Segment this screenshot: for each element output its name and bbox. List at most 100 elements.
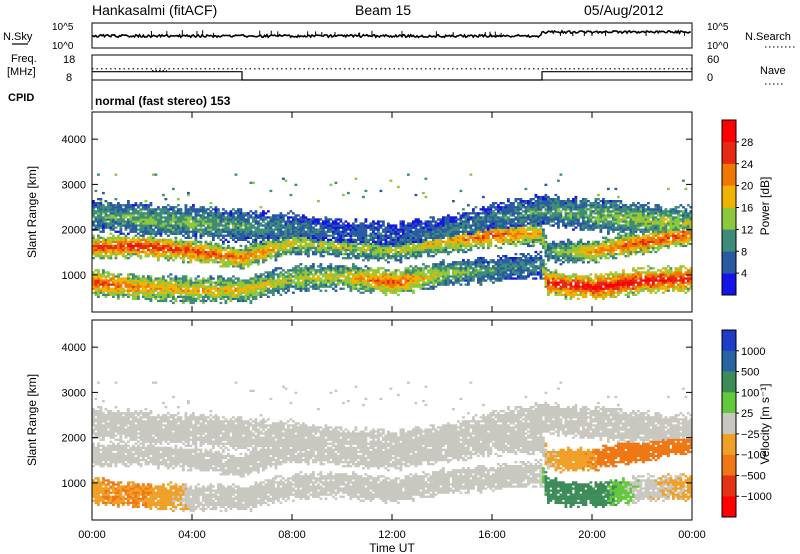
power-cell — [322, 240, 325, 243]
power-cell — [132, 279, 135, 282]
power-cell — [237, 279, 240, 282]
power-cell — [297, 250, 300, 254]
power-cell — [227, 261, 230, 264]
power-cell — [162, 242, 165, 246]
power-cell — [227, 222, 230, 225]
power-cell — [254, 228, 258, 231]
power-cell — [409, 238, 413, 241]
power-cell — [162, 240, 165, 243]
power-cell — [309, 269, 313, 272]
power-cell — [384, 279, 388, 282]
power-cell — [492, 267, 495, 270]
power-cell — [439, 269, 443, 272]
power-cell — [434, 224, 438, 227]
power-cell — [314, 273, 318, 276]
power-cell — [192, 299, 195, 303]
power-cell — [187, 240, 190, 243]
power-cell — [267, 283, 270, 286]
power-cell — [332, 232, 335, 235]
power-cell — [379, 248, 383, 252]
power-cell — [384, 250, 388, 254]
power-cell — [147, 293, 150, 296]
power-cell — [217, 230, 220, 233]
power-cell — [434, 240, 438, 243]
power-cell — [152, 255, 155, 258]
power-cell — [267, 232, 270, 235]
power-cell — [447, 222, 450, 225]
power-cell — [189, 212, 193, 215]
power-cell — [237, 228, 240, 231]
power-cell — [202, 291, 205, 294]
power-cell — [217, 234, 220, 237]
power-cell — [157, 279, 160, 282]
power-cell — [412, 246, 415, 250]
power-cell — [252, 232, 255, 235]
power-cell — [279, 279, 283, 282]
power-cell — [169, 222, 173, 225]
power-cell — [334, 226, 338, 229]
power-cell — [394, 289, 398, 292]
power-cell — [459, 242, 463, 246]
power-cell — [164, 206, 168, 209]
power-cell — [402, 228, 405, 231]
power-cell — [484, 224, 488, 227]
power-cell — [329, 279, 333, 282]
power-cell — [372, 281, 375, 284]
power-cell — [232, 263, 235, 266]
power-cell — [124, 242, 128, 246]
power-cell — [194, 299, 198, 303]
power-cell — [182, 216, 185, 219]
power-cell — [359, 269, 363, 272]
power-cell — [377, 269, 380, 272]
power-cell — [497, 279, 500, 282]
power-cell — [299, 287, 303, 290]
power-cell — [384, 253, 388, 256]
power-cell — [242, 232, 245, 235]
power-cell — [347, 248, 350, 252]
power-cell — [459, 269, 463, 272]
power-cell — [92, 275, 95, 278]
power-cell — [242, 234, 245, 237]
power-cell — [229, 232, 233, 235]
power-cell — [99, 208, 103, 211]
power-cell — [189, 226, 193, 229]
power-cell — [134, 291, 138, 294]
power-cell — [99, 287, 103, 290]
power-cell — [292, 218, 295, 221]
power-cell — [137, 240, 140, 243]
power-cell — [297, 287, 300, 290]
power-cell — [272, 289, 275, 292]
power-cell — [349, 271, 353, 274]
power-cell — [409, 283, 413, 286]
power-cell — [134, 210, 138, 213]
power-cell — [117, 285, 120, 288]
power-cell — [172, 226, 175, 229]
power-cell — [342, 279, 345, 282]
power-cell — [287, 269, 290, 272]
power-cell — [294, 222, 298, 225]
power-cell — [202, 222, 205, 225]
power-cell — [357, 228, 360, 231]
power-cell — [119, 291, 123, 294]
power-cell — [317, 265, 320, 268]
power-cell — [134, 248, 138, 252]
power-cell — [419, 283, 423, 286]
power-cell — [382, 224, 385, 227]
power-cell — [99, 230, 103, 233]
power-cell — [174, 248, 178, 252]
power-cell — [282, 273, 285, 276]
power-cell — [234, 232, 238, 235]
power-cell — [257, 220, 260, 223]
power-cell — [314, 285, 318, 288]
power-cell — [332, 287, 335, 290]
power-cell — [169, 293, 173, 296]
power-cell — [359, 275, 363, 278]
power-cell — [102, 204, 105, 207]
power-cell — [444, 220, 448, 223]
power-cell — [124, 283, 128, 286]
power-cell — [394, 248, 398, 252]
power-cell — [409, 246, 413, 250]
power-cell — [392, 253, 395, 256]
power-cell — [189, 261, 193, 264]
power-cell — [249, 299, 253, 303]
